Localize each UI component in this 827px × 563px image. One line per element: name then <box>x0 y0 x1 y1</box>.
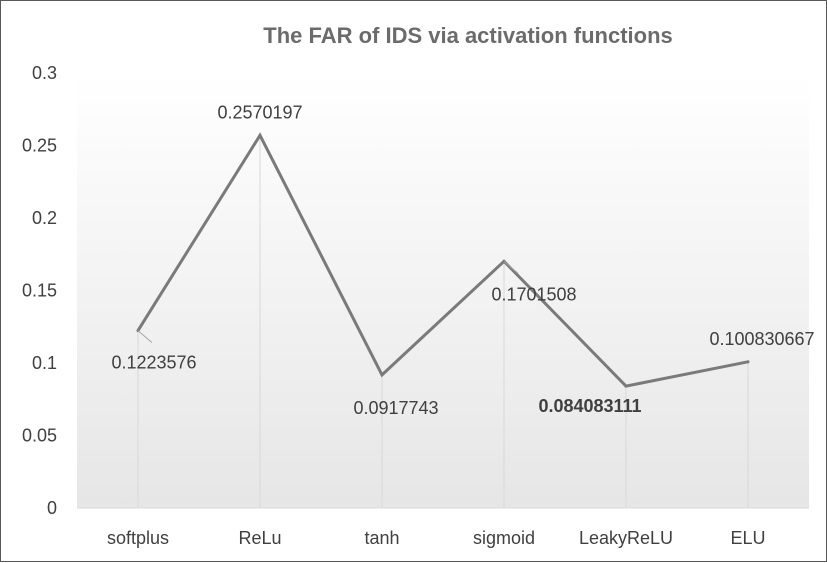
data-point <box>746 360 750 364</box>
x-tick-label: LeakyReLU <box>579 528 673 548</box>
data-point <box>258 133 262 137</box>
x-tick-label: softplus <box>107 528 169 548</box>
y-tick-label: 0 <box>47 498 57 518</box>
data-label: 0.2570197 <box>217 102 302 122</box>
data-label: 0.1701508 <box>491 284 576 304</box>
series-path <box>136 132 749 388</box>
y-tick-label: 0.2 <box>32 208 57 228</box>
chart-title: The FAR of IDS via activation functions <box>263 23 673 48</box>
x-tick-label: sigmoid <box>473 528 535 548</box>
data-label: 0.100830667 <box>709 329 814 349</box>
data-labels: 0.1223576 0.2570197 0.0917743 0.1701508 0.08… <box>111 102 814 418</box>
y-tick-label: 0.05 <box>22 426 57 446</box>
x-tick-label: ReLu <box>238 528 281 548</box>
data-label: 0.0917743 <box>353 398 438 418</box>
data-label: 0.084083111 <box>538 396 641 416</box>
data-label: 0.1223576 <box>111 353 196 373</box>
y-tick-label: 0.3 <box>32 63 57 83</box>
x-tick-label: tanh <box>364 528 399 548</box>
y-tick-label: 0.15 <box>22 281 57 301</box>
y-tick-label: 0.25 <box>22 136 57 156</box>
x-tick-label: ELU <box>730 528 765 548</box>
plot-area-background <box>77 73 809 508</box>
data-label-leader <box>503 260 519 274</box>
y-tick-label: 0.1 <box>32 353 57 373</box>
data-point <box>380 373 384 377</box>
y-axis: 0 0.05 0.1 0.15 0.2 0.25 0.3 <box>22 63 57 518</box>
x-axis: softplus ReLu tanh sigmoid LeakyReLU ELU <box>77 507 809 548</box>
data-label-leader <box>137 330 153 343</box>
data-point <box>624 384 628 388</box>
drop-lines <box>137 135 749 508</box>
